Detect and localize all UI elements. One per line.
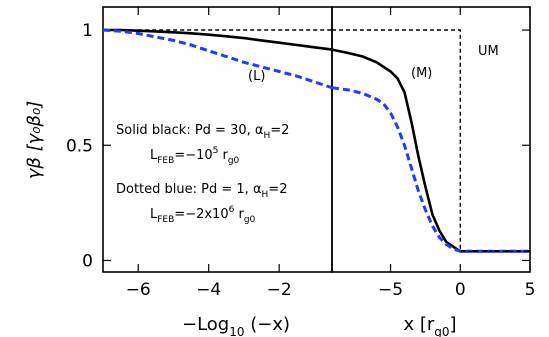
right-x-tick-label: −5	[378, 280, 403, 300]
region-label-um: UM	[478, 44, 499, 59]
solid-curve-description: Solid black: Pd = 30, αH=2	[116, 123, 289, 141]
right-series-short-dash-line	[332, 29, 530, 253]
curve-label-m: (M)	[411, 66, 432, 81]
right-x-tick-label: 0	[455, 280, 466, 300]
left-x-tick-label: −2	[267, 280, 292, 300]
left-panel-ticks: −6 −4 −2 0 0.5 1	[66, 7, 292, 300]
right-panel-ticks: −5 0 5	[378, 7, 535, 300]
y-tick-label: 0	[82, 251, 93, 271]
right-x-axis-title: x [rg0]	[403, 314, 456, 337]
left-x-axis-title: −Log10 (−x)	[182, 314, 290, 337]
curve-label-l: (L)	[248, 69, 265, 84]
dotted-curve-feb: LFEB=−2x106 rg0	[150, 205, 256, 225]
left-panel-frame	[102, 6, 333, 273]
right-panel-series	[331, 29, 530, 253]
y-tick-label: 1	[82, 21, 93, 41]
right-series-dotted-line	[331, 86, 530, 253]
left-panel-series	[102, 28, 333, 90]
left-series-solid-line	[103, 28, 333, 51]
right-panel-frame	[331, 6, 531, 273]
left-x-tick-label: −6	[126, 280, 151, 300]
y-tick-label: 0.5	[66, 136, 93, 156]
right-series-solid-line	[331, 48, 530, 253]
y-axis-title: γβ [γ₀β₀]	[24, 101, 45, 179]
dotted-curve-description: Dotted blue: Pd = 1, αH=2	[116, 182, 287, 200]
left-series-dotted-line	[102, 28, 333, 90]
solid-curve-feb: LFEB=−105 rg0	[150, 146, 240, 166]
right-x-tick-label: 5	[525, 280, 536, 300]
left-x-tick-label: −4	[196, 280, 221, 300]
